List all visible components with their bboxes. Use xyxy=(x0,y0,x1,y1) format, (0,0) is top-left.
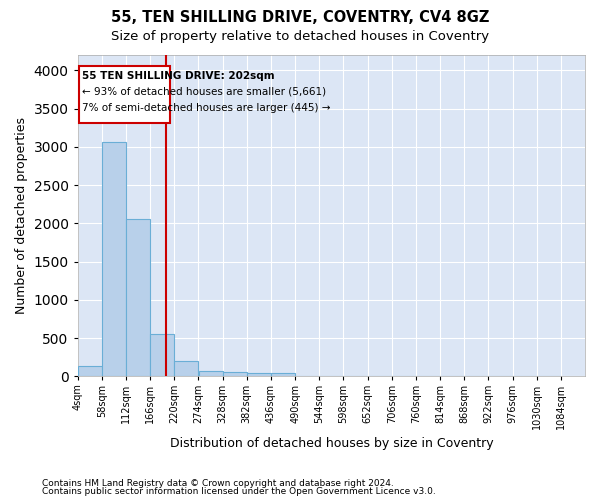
Bar xyxy=(175,361,199,376)
Bar xyxy=(223,372,247,376)
Bar xyxy=(199,370,223,376)
Bar xyxy=(102,142,126,376)
Text: 55, TEN SHILLING DRIVE, COVENTRY, CV4 8GZ: 55, TEN SHILLING DRIVE, COVENTRY, CV4 8G… xyxy=(111,10,489,25)
Bar xyxy=(78,366,102,376)
X-axis label: Distribution of detached houses by size in Coventry: Distribution of detached houses by size … xyxy=(170,437,493,450)
Text: Size of property relative to detached houses in Coventry: Size of property relative to detached ho… xyxy=(111,30,489,43)
Bar xyxy=(271,374,295,376)
Y-axis label: Number of detached properties: Number of detached properties xyxy=(15,117,28,314)
Text: Contains public sector information licensed under the Open Government Licence v3: Contains public sector information licen… xyxy=(42,487,436,496)
Text: Contains HM Land Registry data © Crown copyright and database right 2024.: Contains HM Land Registry data © Crown c… xyxy=(42,478,394,488)
Bar xyxy=(150,334,174,376)
Text: ← 93% of detached houses are smaller (5,661): ← 93% of detached houses are smaller (5,… xyxy=(82,87,326,97)
FancyBboxPatch shape xyxy=(79,66,170,123)
Text: 55 TEN SHILLING DRIVE: 202sqm: 55 TEN SHILLING DRIVE: 202sqm xyxy=(82,70,275,81)
Bar xyxy=(126,219,150,376)
Text: 7% of semi-detached houses are larger (445) →: 7% of semi-detached houses are larger (4… xyxy=(82,103,331,113)
Bar xyxy=(247,374,271,376)
